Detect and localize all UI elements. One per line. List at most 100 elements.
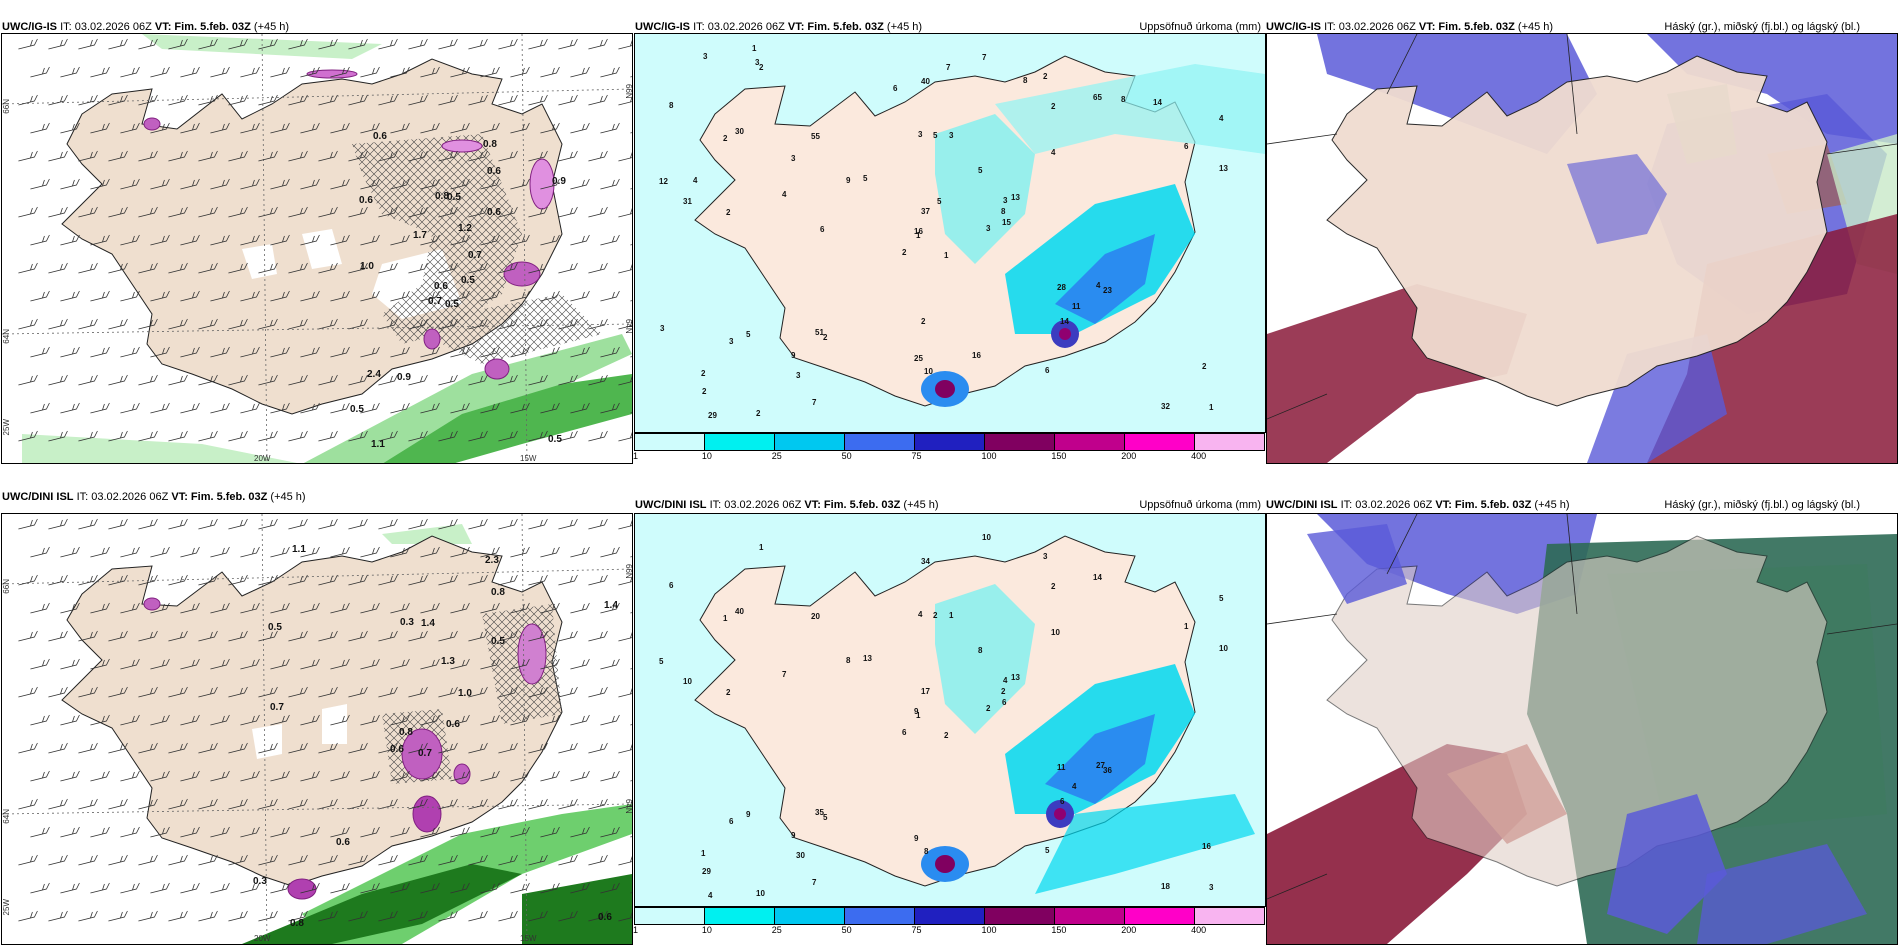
- value-label: 0.8: [399, 727, 413, 738]
- panel-header: UWC/IG-IS IT: 03.02.2026 06Z VT: Fim. 5.…: [1266, 21, 1553, 34]
- value-label: 13: [863, 654, 872, 663]
- lat-label-25w: 25W: [2, 899, 11, 916]
- init-time: IT: 03.02.2026 06Z: [76, 491, 169, 503]
- panel-header: UWC/IG-IS IT: 03.02.2026 06Z VT: Fim. 5.…: [2, 21, 289, 34]
- valid-label: VT:: [171, 491, 188, 503]
- value-label: 34: [921, 557, 930, 566]
- value-label: 1: [949, 611, 954, 620]
- value-label: 3: [986, 224, 991, 233]
- panel-title: Háský (gr.), miðský (fj.bl.) og lágský (…: [1664, 21, 1860, 33]
- value-label: 6: [669, 581, 674, 590]
- value-label: 0.5: [268, 622, 282, 633]
- value-label: 3: [1209, 883, 1214, 892]
- value-label: 2: [702, 387, 707, 396]
- value-label: 1: [701, 849, 706, 858]
- value-label: 0.7: [270, 702, 284, 713]
- value-label: 13: [1219, 164, 1228, 173]
- value-label: 8: [669, 101, 674, 110]
- value-label: 51: [815, 328, 824, 337]
- colorbar-tick: 50: [841, 451, 852, 461]
- value-label: 3: [796, 371, 801, 380]
- value-label: 7: [812, 878, 817, 887]
- value-label: 65: [1093, 93, 1102, 102]
- value-label: 5: [863, 174, 868, 183]
- value-label: 5: [659, 657, 664, 666]
- colorbar-tick: 1: [633, 451, 639, 461]
- colorbar-tick: 10: [701, 925, 712, 935]
- wind-barbs: [18, 38, 632, 442]
- model-source: UWC/DINI ISL: [1266, 499, 1338, 511]
- value-label: 23: [1103, 286, 1112, 295]
- colorbar-swatch: [845, 434, 915, 450]
- precip-cell: [143, 597, 161, 611]
- lat-lon-grid: [2, 514, 632, 944]
- lead-time: (+45 h): [903, 499, 939, 511]
- model-source: UWC/IG-IS: [635, 21, 690, 33]
- value-label: 16: [972, 351, 981, 360]
- value-label: 0.8: [491, 587, 505, 598]
- value-label: 7: [782, 670, 787, 679]
- cloud-map: [1267, 514, 1897, 944]
- colorbar-tick: 400: [1191, 451, 1207, 461]
- value-label: 0.5: [445, 299, 459, 310]
- value-label: 8: [978, 646, 983, 655]
- value-label: 18: [1161, 882, 1170, 891]
- value-label: 0.9: [397, 372, 411, 383]
- colorbar-tick: 100: [981, 451, 997, 461]
- lat-label-25w: 25W: [2, 419, 11, 436]
- value-label: 8: [846, 656, 851, 665]
- value-label: 6: [1045, 366, 1050, 375]
- value-label: 4: [1051, 148, 1056, 157]
- value-label: 3: [1003, 196, 1008, 205]
- wind-map: [2, 514, 632, 944]
- precip-map: [635, 514, 1265, 906]
- valid-time: Fim. 5.feb. 03Z: [807, 21, 884, 33]
- colorbar-swatch: [1195, 434, 1264, 450]
- value-label: 1: [1184, 622, 1189, 631]
- model-source: UWC/DINI ISL: [2, 491, 74, 503]
- value-label: 4: [708, 891, 713, 900]
- iceland-land: [61, 535, 563, 887]
- precip-max: [1059, 328, 1071, 340]
- colorbar-swatch: [705, 434, 775, 450]
- valid-label: VT:: [804, 499, 821, 511]
- precip-area: [935, 114, 1035, 264]
- colorbar-tick: 200: [1121, 451, 1137, 461]
- value-label: 2: [1202, 362, 1207, 371]
- value-label: 0.6: [373, 131, 387, 142]
- panel-header: UWC/IG-IS IT: 03.02.2026 06Z VT: Fim. 5.…: [635, 21, 922, 34]
- value-label: 0.6: [359, 195, 373, 206]
- colorbar-swatch: [775, 434, 845, 450]
- value-label: 2: [1001, 687, 1006, 696]
- precip-cell: [287, 878, 317, 900]
- lead-time: (+45 h): [886, 21, 923, 33]
- value-label: 0.5: [447, 192, 461, 203]
- precip-cell: [401, 728, 443, 780]
- init-time: IT: 03.02.2026 06Z: [1324, 21, 1416, 33]
- panel-header: UWC/DINI ISL IT: 03.02.2026 06Z VT: Fim.…: [2, 491, 306, 504]
- colorbar-tick: 400: [1191, 925, 1207, 935]
- value-label: 4: [1003, 676, 1008, 685]
- panel-dini-wind: UWC/DINI ISL IT: 03.02.2026 06Z VT: Fim.…: [0, 475, 633, 950]
- value-label: 37: [921, 207, 930, 216]
- value-label: 0.5: [461, 275, 475, 286]
- lat-label-66n-right: 66N: [624, 564, 633, 579]
- value-label: 3: [918, 130, 923, 139]
- low-cloud: [1567, 154, 1667, 244]
- low-cloud: [1587, 334, 1727, 463]
- colorbar-swatch: [985, 908, 1055, 924]
- value-label: 2: [902, 248, 907, 257]
- value-label: 5: [978, 166, 983, 175]
- value-label: 16: [914, 227, 923, 236]
- value-label: 2: [1043, 72, 1048, 81]
- value-label: 5: [823, 813, 828, 822]
- value-label: 32: [1161, 402, 1170, 411]
- value-label: 10: [756, 889, 765, 898]
- value-label: 0.6: [487, 166, 501, 177]
- model-source: UWC/IG-IS: [1266, 21, 1321, 33]
- value-label: 7: [946, 63, 951, 72]
- value-label: 9: [846, 176, 851, 185]
- value-label: 0.6: [390, 744, 404, 755]
- green-band: [383, 374, 632, 463]
- valid-time: Fim. 5.feb. 03Z: [823, 499, 901, 511]
